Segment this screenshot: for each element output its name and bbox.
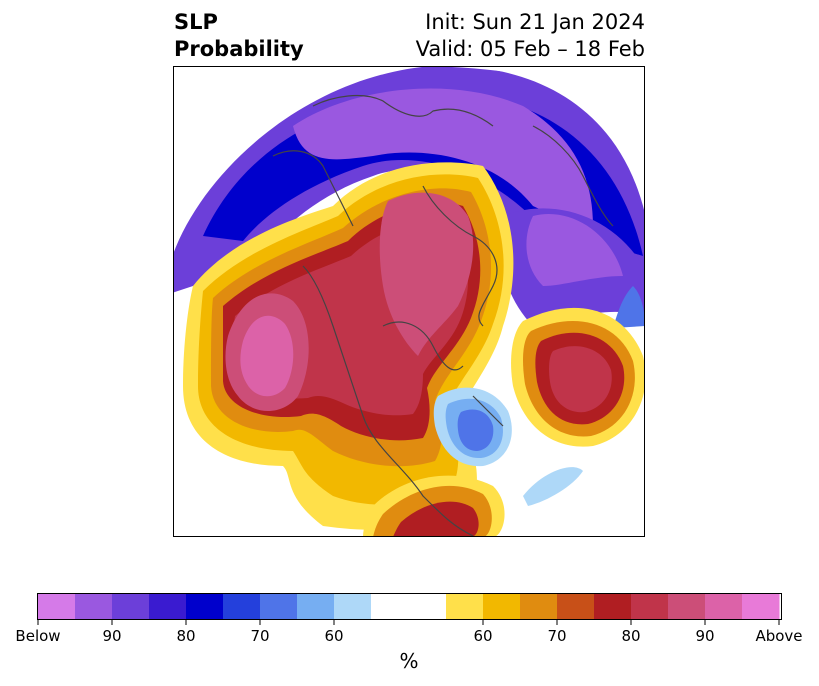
colorbar-above-segment: [668, 594, 706, 620]
map-subtitle: Init: Sun 21 Jan 2024 Valid: 05 Feb – 18…: [416, 9, 645, 63]
coastlines: [272, 95, 614, 537]
probability-field: [173, 66, 645, 537]
colorbar-tick-label: 60: [324, 627, 344, 645]
colorbar-below-segment: [75, 594, 113, 620]
title-line-type: Probability: [174, 37, 304, 61]
map-title: SLP Probability: [174, 9, 304, 63]
below-east-core: [526, 214, 623, 286]
colorbar-below-segment: [260, 594, 298, 620]
colorbar-tick-label: 80: [176, 627, 196, 645]
colorbar-tick-label: 60: [473, 627, 493, 645]
probability-map: [173, 66, 645, 537]
colorbar-tick-label: 70: [547, 627, 567, 645]
colorbar-above-segment: [520, 594, 558, 620]
colorbar-unit: %: [399, 649, 419, 673]
colorbar-above-segment: [742, 594, 780, 620]
colorbar-tick-label: Below: [15, 627, 61, 645]
colorbar-tick-label: 90: [102, 627, 122, 645]
colorbar-below-segment: [223, 594, 261, 620]
colorbar-below-segment: [334, 594, 372, 620]
colorbar-tick-label: 70: [250, 627, 270, 645]
colorbar-below-segment: [38, 594, 76, 620]
colorbar-tick-label: 90: [695, 627, 715, 645]
colorbar-above-segment: [557, 594, 595, 620]
above-core-pacific-inner: [240, 315, 294, 397]
colorbar-below-segment: [112, 594, 150, 620]
colorbar-above-segment: [705, 594, 743, 620]
colorbar-below-segment: [186, 594, 224, 620]
colorbar-tick-label: Above: [755, 627, 803, 645]
init-date: Init: Sun 21 Jan 2024: [425, 10, 645, 34]
title-line-variable: SLP: [174, 10, 218, 34]
colorbar-below-segment: [149, 594, 187, 620]
colorbar-above-segment: [594, 594, 632, 620]
colorbar-ticks: [37, 620, 780, 625]
above-core-arctic: [379, 192, 474, 356]
colorbar-tick-label: 80: [621, 627, 641, 645]
below-east-edge: [613, 286, 645, 328]
above-se-red: [393, 501, 479, 537]
colorbar: [37, 593, 782, 625]
colorbar-segments: [38, 594, 780, 620]
colorbar-neutral-segment: [371, 594, 446, 620]
above-atl-core: [549, 346, 612, 413]
colorbar-frame: [37, 593, 782, 620]
colorbar-above-segment: [631, 594, 669, 620]
colorbar-below-segment: [297, 594, 335, 620]
below-atl-mid: [457, 409, 494, 451]
valid-range: Valid: 05 Feb – 18 Feb: [415, 37, 645, 61]
colorbar-above-segment: [483, 594, 521, 620]
colorbar-above-segment: [446, 594, 484, 620]
below-midatl-light: [523, 467, 583, 506]
map-frame: [173, 66, 645, 537]
below-core: [293, 88, 593, 226]
